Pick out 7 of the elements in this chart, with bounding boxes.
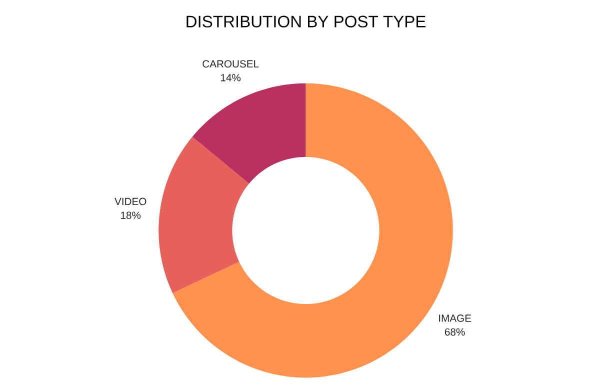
chart-title: DISTRIBUTION BY POST TYPE xyxy=(186,16,426,28)
slice-label: VIDEO xyxy=(114,198,146,205)
data-label: 14% xyxy=(221,74,241,82)
slice-label: CAROUSEL xyxy=(202,60,259,68)
data-label: 68% xyxy=(444,328,465,336)
data-label: 18% xyxy=(121,211,141,219)
slice-label: IMAGE xyxy=(439,314,472,322)
